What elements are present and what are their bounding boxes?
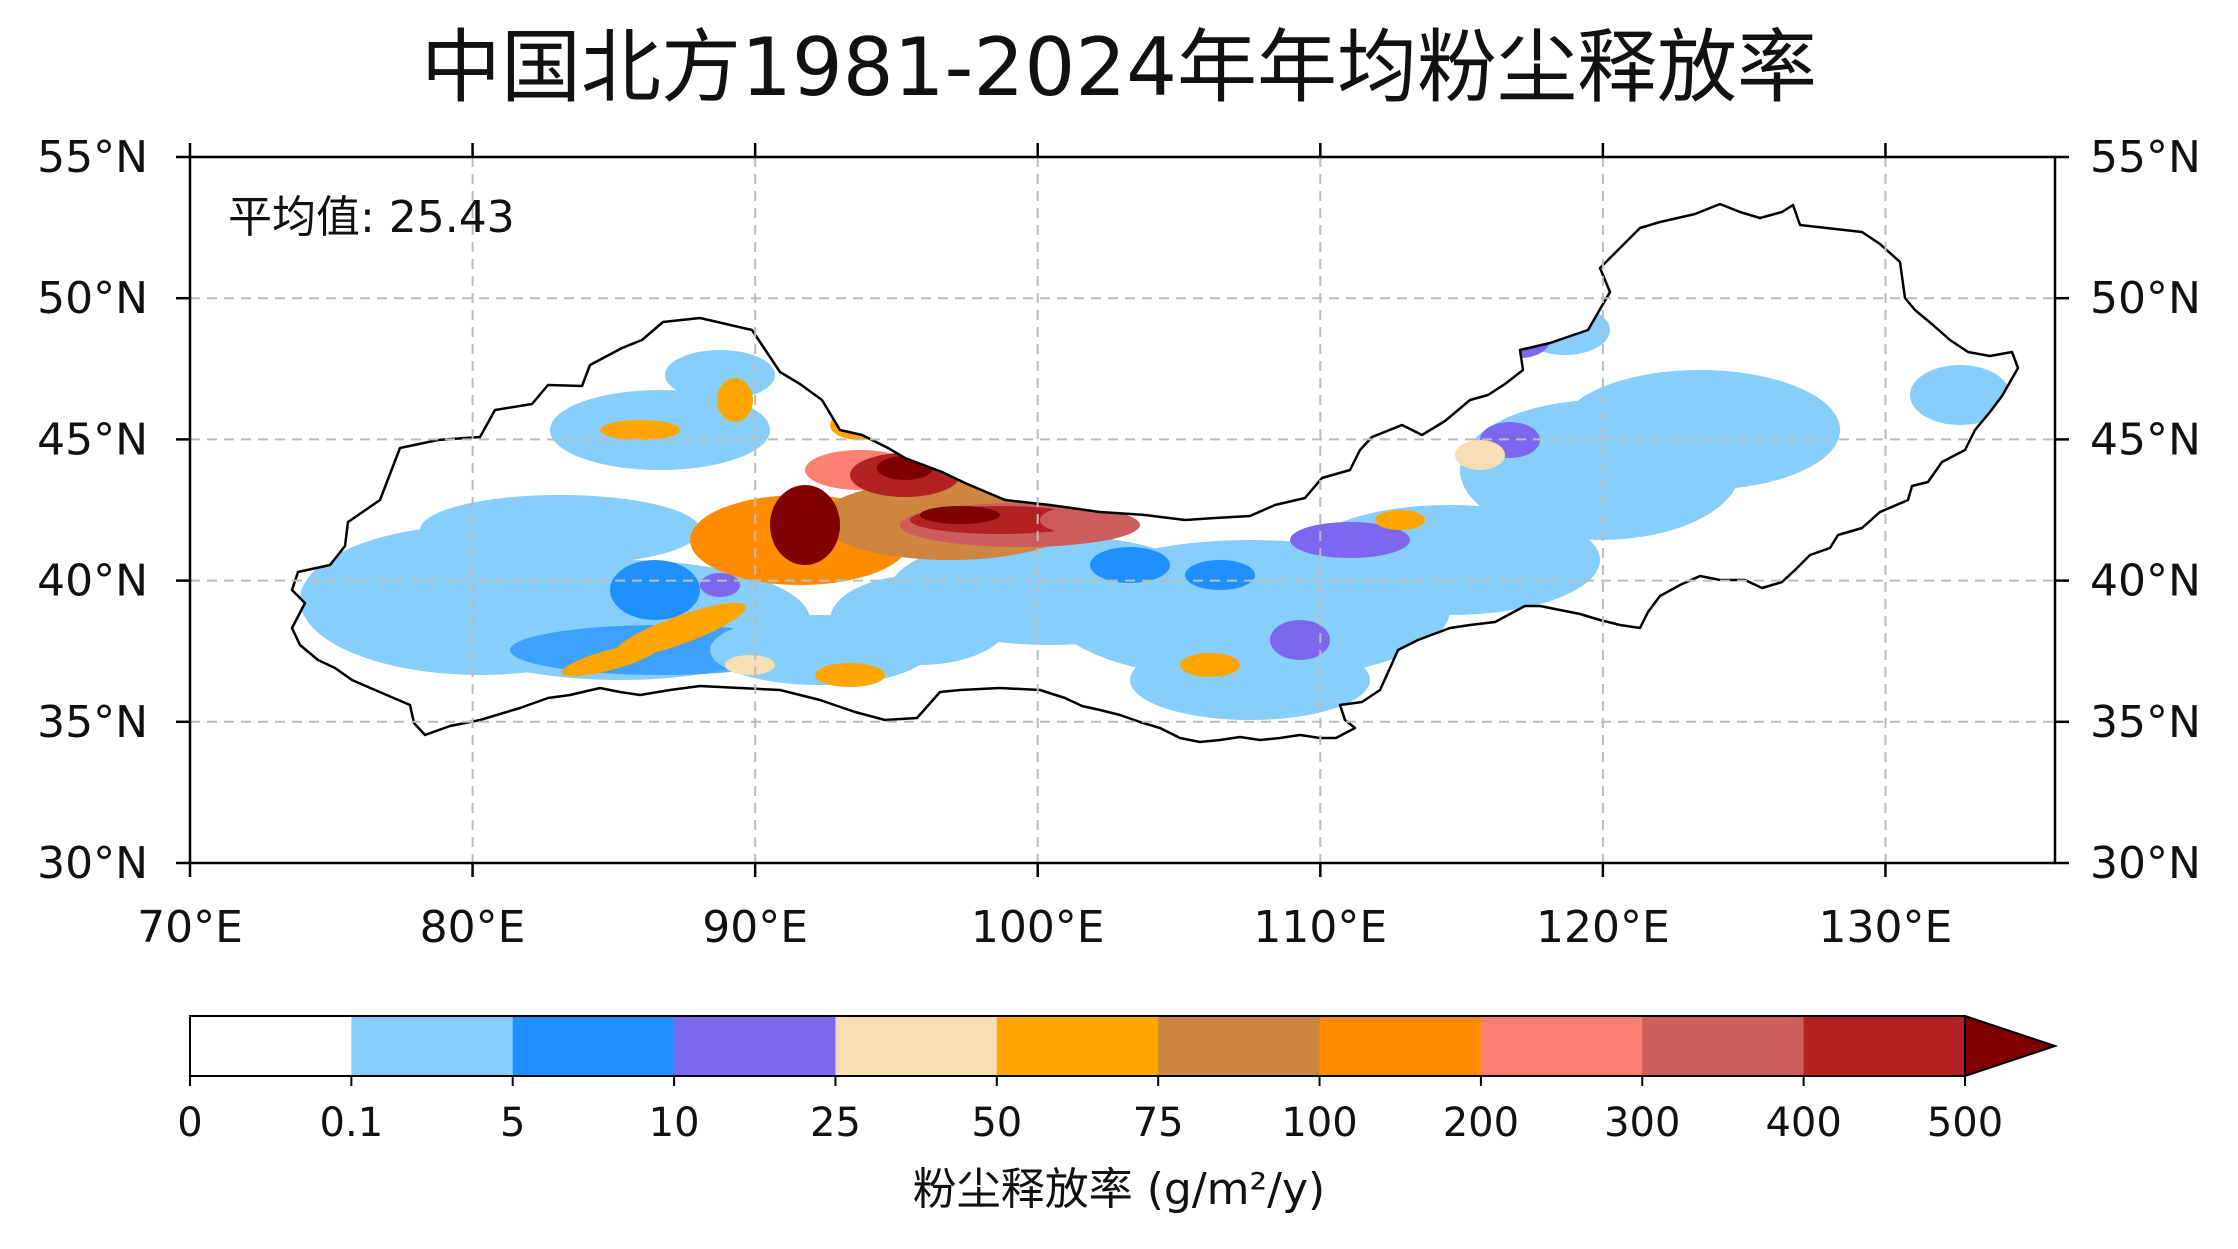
colorbar-segment-10 bbox=[1803, 1016, 1966, 1076]
lat-tick-label-left-40: 40°N bbox=[37, 556, 148, 607]
colorbar-border bbox=[189, 1015, 1966, 1077]
mean-value-annotation: 平均值: 25.43 bbox=[228, 192, 515, 243]
colorbar-tick-label-2: 5 bbox=[500, 1100, 525, 1146]
lat-tick-label-right-45: 45°N bbox=[2090, 414, 2201, 465]
colorbar-segment-4 bbox=[835, 1016, 998, 1076]
dust-area-horqin bbox=[1560, 370, 1840, 490]
dust-patch-orange-1 bbox=[614, 602, 746, 658]
lon-tick-label-80: 80°E bbox=[420, 902, 526, 953]
lat-tick-label-left-35: 35°N bbox=[37, 697, 148, 748]
lon-tick-label-70: 70°E bbox=[137, 902, 243, 953]
dust-area-northeast bbox=[1910, 365, 2010, 425]
dust-patch-orange-5 bbox=[1375, 510, 1425, 530]
latitude-axis: 55°N 55°N 50°N 50°N 45°N 45°N 40°N 40°N 35°N 35°N… bbox=[37, 132, 2201, 889]
lat-tick-label-left-30: 30°N bbox=[37, 838, 148, 889]
lon-tick-label-120: 120°E bbox=[1536, 902, 1670, 953]
dust-patch-tan-2 bbox=[725, 655, 775, 675]
colorbar-segment-3 bbox=[674, 1016, 836, 1076]
map-frame-border bbox=[188, 155, 2057, 865]
lat-tick-label-right-35: 35°N bbox=[2090, 697, 2201, 748]
colorbar-segment-1 bbox=[351, 1016, 514, 1076]
dust-patch-tan-1 bbox=[1455, 440, 1505, 470]
colorbar-segment-2 bbox=[512, 1016, 675, 1076]
colorbar-tick-label-7: 100 bbox=[1281, 1100, 1357, 1146]
colorbar-tick-label-10: 400 bbox=[1765, 1100, 1841, 1146]
colorbar-segment-8 bbox=[1480, 1016, 1643, 1076]
lon-tick-label-130: 130°E bbox=[1819, 902, 1953, 953]
lat-tick-label-left-55: 55°N bbox=[37, 132, 148, 183]
colorbar-label: 粉尘释放率 (g/m²/y) bbox=[912, 1164, 1326, 1215]
dust-area-loess bbox=[1130, 640, 1370, 720]
lat-tick-label-right-50: 50°N bbox=[2090, 273, 2201, 324]
lat-tick-label-right-30: 30°N bbox=[2090, 838, 2201, 889]
colorbar-segment-7 bbox=[1319, 1016, 1482, 1076]
colorbar-tick-label-8: 200 bbox=[1443, 1100, 1519, 1146]
gridlines bbox=[190, 157, 2055, 863]
colorbar-tick-label-6: 75 bbox=[1133, 1100, 1184, 1146]
dust-patch-orange-7 bbox=[717, 378, 753, 422]
colorbar-segment-5 bbox=[996, 1016, 1159, 1076]
lat-tick-label-left-50: 50°N bbox=[37, 273, 148, 324]
lat-tick-label-right-40: 40°N bbox=[2090, 556, 2201, 607]
dust-patch-orange-3 bbox=[815, 663, 885, 687]
colorbar-tick-label-5: 50 bbox=[971, 1100, 1022, 1146]
region-boundary bbox=[290, 202, 2020, 744]
dust-core-maroon-1 bbox=[770, 485, 840, 565]
colorbar-extend-arrow bbox=[1964, 1014, 2059, 1078]
colorbar-tick-label-11: 500 bbox=[1927, 1100, 2003, 1146]
lat-tick-label-right-55: 55°N bbox=[2090, 132, 2201, 183]
lon-tick-label-110: 110°E bbox=[1253, 902, 1387, 953]
dust-patch-orange-2 bbox=[561, 643, 659, 677]
longitude-axis: 70°E 80°E 90°E 100°E 110°E 120°E 130°E bbox=[137, 143, 1952, 953]
colorbar-tick-label-1: 0.1 bbox=[320, 1100, 384, 1146]
colorbar-segment-6 bbox=[1158, 1016, 1321, 1076]
dust-patch-blue-3 bbox=[1185, 560, 1255, 590]
dust-patch-purple-3 bbox=[1270, 620, 1330, 660]
dust-patch-blue-1 bbox=[610, 560, 700, 620]
lon-tick-label-90: 90°E bbox=[702, 902, 808, 953]
colorbar-tick-label-4: 25 bbox=[810, 1100, 861, 1146]
dust-patch-orange-6 bbox=[600, 420, 680, 440]
dust-patch-purple-5 bbox=[700, 573, 740, 597]
dust-area-tarim-north bbox=[420, 495, 700, 565]
colorbar-segment-9 bbox=[1642, 1016, 1805, 1076]
lat-tick-label-left-45: 45°N bbox=[37, 414, 148, 465]
dust-core-maroon-3 bbox=[920, 506, 1000, 524]
dust-patch-blue-2 bbox=[1090, 547, 1170, 583]
colorbar-tick-label-9: 300 bbox=[1604, 1100, 1680, 1146]
map-title: 中国北方1981-2024年年均粉尘释放率 bbox=[420, 21, 1818, 114]
dust-patch-orange-4 bbox=[1180, 653, 1240, 677]
colorbar-tick-label-0: 0 bbox=[177, 1100, 202, 1146]
colorbar: 0 0.1 5 10 25 50 75 100 200 300 400 500 bbox=[177, 1014, 2059, 1146]
colorbar-segment-0 bbox=[190, 1016, 352, 1076]
lon-tick-label-100: 100°E bbox=[971, 902, 1105, 953]
colorbar-tick-label-3: 10 bbox=[649, 1100, 700, 1146]
